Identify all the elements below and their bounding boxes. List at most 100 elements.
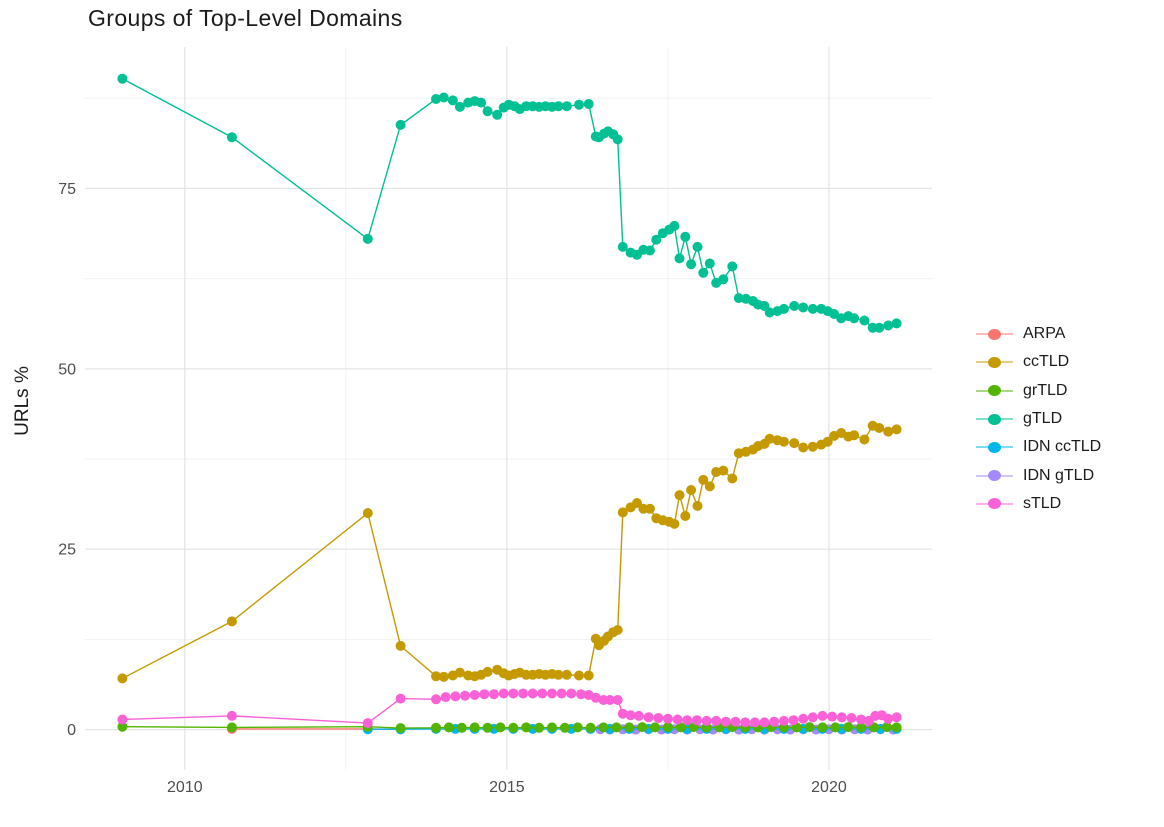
y-tick-label: 0: [67, 722, 76, 739]
series-cctld-point: [727, 473, 738, 484]
series-gtld-point: [704, 258, 715, 269]
series-gtld-point: [617, 241, 628, 252]
series-stld-point: [701, 715, 712, 726]
series-stld-point: [518, 688, 528, 699]
y-tick-label: 25: [58, 542, 76, 559]
series-grtld-point: [456, 722, 467, 733]
legend-item-label: IDN gTLD: [1023, 466, 1095, 484]
series-cctld-point: [431, 671, 441, 682]
series-cctld-point: [704, 481, 715, 492]
series-cctld-point: [718, 465, 729, 476]
series-cctld-point: [798, 442, 809, 453]
legend-item-label: sTLD: [1023, 494, 1062, 512]
legend-item-gtld: gTLD: [976, 405, 1101, 433]
series-stld-point: [836, 712, 847, 723]
series-gtld-line: [122, 78, 897, 329]
series-stld-point: [117, 714, 128, 725]
series-stld-point: [604, 695, 615, 705]
series-grtld-point: [431, 722, 441, 733]
legend-swatch-arpa: [976, 327, 1013, 341]
legend-item-stld: sTLD: [976, 490, 1101, 518]
series-grtld-point: [508, 722, 519, 733]
series-gtld-point: [789, 301, 800, 311]
series-gtld-point: [849, 313, 860, 324]
series-grtld-point: [856, 722, 867, 733]
series-gtld-point: [561, 101, 572, 112]
series-grtld-point: [547, 722, 557, 733]
series-layer: [117, 73, 902, 735]
series-grtld-point: [117, 721, 128, 732]
series-grtld-point: [881, 722, 892, 733]
series-stld-point: [778, 715, 789, 726]
legend-dot-icon: [988, 356, 1001, 368]
series-gtld-point: [476, 97, 487, 108]
series-grtld-point: [469, 722, 480, 733]
series-gtld-point: [698, 267, 709, 278]
series-cctld-point: [764, 433, 775, 444]
series-cctld-point: [561, 669, 572, 680]
series-grtld-point: [482, 722, 493, 733]
legend-dot-icon: [988, 470, 1001, 482]
series-grtld-point: [226, 722, 237, 733]
legend-item-label: IDN ccTLD: [1023, 438, 1102, 456]
legend-item-arpa: ARPA: [976, 320, 1101, 348]
legend-dot-icon: [988, 328, 1001, 340]
series-cctld-point: [698, 474, 709, 485]
series-stld-point: [662, 713, 673, 724]
series-stld-point: [489, 689, 499, 700]
legend-item-cctld: ccTLD: [976, 348, 1101, 376]
series-grtld-point: [637, 722, 648, 733]
series-stld-point: [226, 710, 237, 721]
series-stld-point: [711, 715, 722, 726]
series-gtld-point: [674, 253, 685, 264]
series-gtld-point: [874, 322, 885, 333]
series-grtld-point: [572, 722, 583, 733]
series-gtld: [117, 73, 902, 333]
series-stld-point: [547, 688, 557, 699]
series-grtld-point: [559, 722, 570, 733]
series-gtld-point: [692, 241, 703, 252]
series-grtld-point: [521, 722, 532, 733]
series-stld-point: [846, 713, 857, 723]
series-stld-point: [625, 710, 636, 721]
series-cctld-point: [395, 640, 406, 651]
series-gtld-point: [362, 233, 373, 244]
legend-item-label: ccTLD: [1023, 353, 1070, 371]
series-grtld-point: [817, 722, 828, 733]
series-grtld-point: [495, 722, 506, 733]
series-stld-point: [633, 710, 644, 721]
series-grtld-point: [891, 722, 902, 733]
legend-item-idn-cctld: IDN ccTLD: [976, 433, 1101, 461]
series-cctld-point: [362, 508, 373, 519]
chart-title: Groups of Top-Level Domains: [88, 5, 403, 31]
series-gtld-point: [807, 303, 818, 314]
series-stld-point: [798, 713, 809, 724]
series-stld-point: [807, 712, 818, 723]
series-cctld-point: [583, 670, 594, 681]
series-grtld-point: [804, 722, 815, 733]
legend-dot-icon: [988, 441, 1001, 453]
series-cctld-point: [874, 423, 885, 433]
series-cctld-point: [789, 438, 800, 449]
legend-item-grtld: grTLD: [976, 377, 1101, 405]
series-gtld-point: [727, 261, 738, 272]
legend-swatch-grtld: [976, 384, 1013, 398]
legend-swatch-idn-cctld: [976, 440, 1013, 454]
series-cctld-point: [822, 436, 833, 447]
legend-item-label: gTLD: [1023, 410, 1063, 428]
series-stld-point: [590, 692, 601, 703]
series-cctld-point: [674, 490, 685, 501]
series-gtld-point: [669, 220, 680, 231]
legend-dot-icon: [988, 498, 1001, 510]
series-stld: [117, 688, 902, 729]
series-gtld-point: [553, 101, 564, 112]
series-gtld-point: [764, 307, 775, 318]
series-stld-point: [827, 711, 838, 722]
series-stld-point: [450, 691, 461, 702]
series-stld-point: [720, 716, 731, 727]
series-cctld-point: [574, 670, 584, 681]
series-stld-point: [788, 715, 799, 726]
series-cctld-point: [644, 503, 655, 514]
legend-swatch-cctld: [976, 355, 1013, 369]
y-tick-label: 75: [58, 181, 76, 198]
